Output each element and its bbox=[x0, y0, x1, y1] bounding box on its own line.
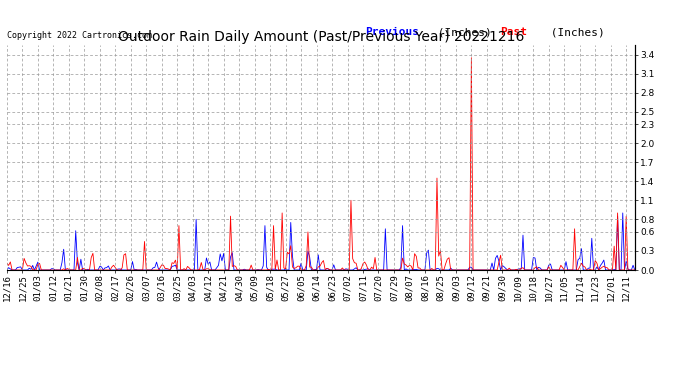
Title: Outdoor Rain Daily Amount (Past/Previous Year) 20221216: Outdoor Rain Daily Amount (Past/Previous… bbox=[118, 30, 524, 44]
Text: Previous: Previous bbox=[365, 27, 419, 37]
Text: (Inches): (Inches) bbox=[544, 27, 604, 37]
Text: Copyright 2022 Cartronics.com: Copyright 2022 Cartronics.com bbox=[7, 32, 152, 40]
Text: (Inches): (Inches) bbox=[431, 27, 491, 37]
Text: Past: Past bbox=[500, 27, 526, 37]
